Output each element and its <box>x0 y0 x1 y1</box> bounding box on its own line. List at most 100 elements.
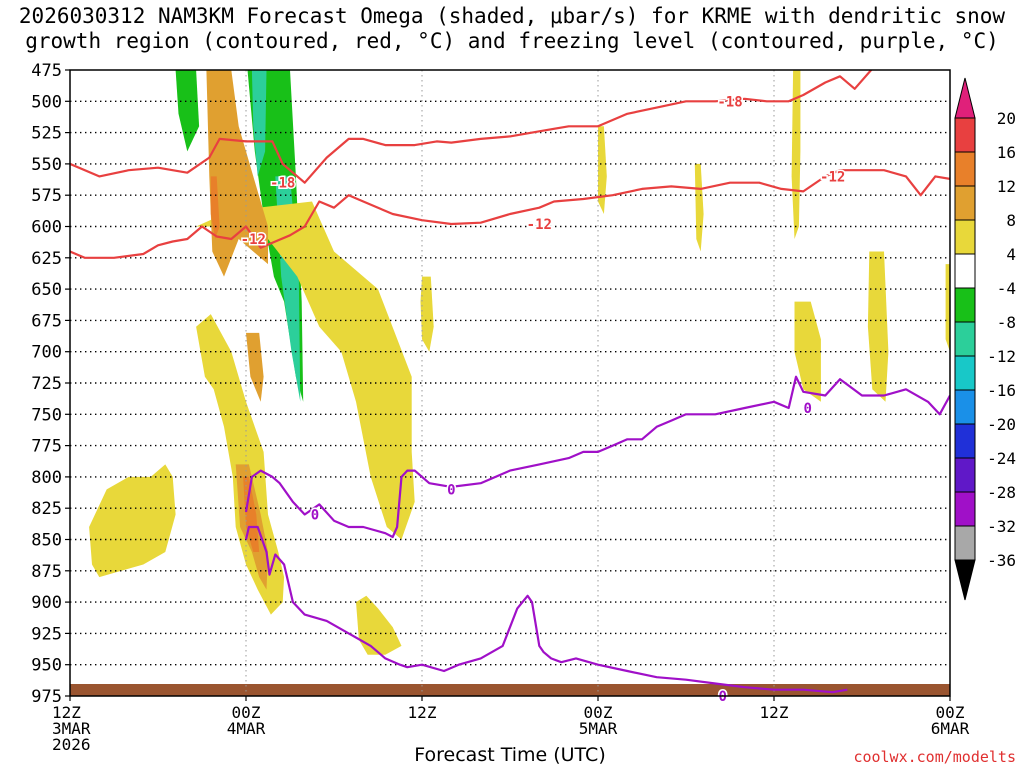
contour-line-2 <box>244 375 950 539</box>
colorbar-bin-9 <box>954 423 976 459</box>
ytick-label-900: 900 <box>31 593 62 613</box>
colorbar-label-8: -16 <box>987 381 1016 400</box>
omega-region-28 <box>791 70 801 239</box>
ytick-label-950: 950 <box>31 656 62 676</box>
xtick-label-0-1: 3MAR <box>52 719 91 738</box>
ytick-label-975: 975 <box>31 687 62 707</box>
ytick-label-475: 475 <box>31 61 62 81</box>
xtick-label-3-0: 00Z <box>584 703 613 722</box>
colorbar-label-0: 20 <box>997 109 1016 128</box>
xtick-label-4-0: 12Z <box>760 703 789 722</box>
xtick-label-1-0: 00Z <box>232 703 261 722</box>
colorbar-top-arrow <box>954 77 976 119</box>
colorbar-label-12: -32 <box>987 517 1016 536</box>
plot-gridlines <box>70 70 950 696</box>
omega-region-30 <box>867 251 889 402</box>
colorbar-label-4: 4 <box>1006 245 1016 264</box>
contour-label-2-3: 0 <box>804 401 812 417</box>
ytick-label-725: 725 <box>31 374 62 394</box>
colorbar-bin-12 <box>954 525 976 561</box>
contour-line-0 <box>70 70 873 184</box>
colorbar-bin-0 <box>954 117 976 153</box>
omega-region-19 <box>246 332 264 402</box>
contour-label-0-0: -18 <box>270 176 295 192</box>
x-axis-label: Forecast Time (UTC) <box>414 744 606 766</box>
ytick-label-600: 600 <box>31 218 62 238</box>
ytick-label-775: 775 <box>31 437 62 457</box>
ytick-label-925: 925 <box>31 624 62 644</box>
omega-region-24 <box>356 595 402 655</box>
omega-region-18 <box>210 176 220 239</box>
xtick-label-2-0: 12Z <box>408 703 437 722</box>
colorbar-bin-11 <box>954 491 976 527</box>
omega-region-8 <box>625 176 637 365</box>
omega-region-14 <box>847 602 950 678</box>
below-ground-band <box>70 684 950 696</box>
xtick-label-3-1: 5MAR <box>579 719 618 738</box>
colorbar-bin-4 <box>954 253 976 289</box>
omega-region-22 <box>243 476 260 552</box>
omega-region-31 <box>945 264 950 352</box>
ytick-label-500: 500 <box>31 92 62 112</box>
chart-title-line-1: 2026030312 NAM3KM Forecast Omega (shaded… <box>18 4 1006 28</box>
ytick-label-650: 650 <box>31 280 62 300</box>
y-axis: 475 500 525 550 575 600 625 650 675 700 725 750 775 8… <box>31 61 70 707</box>
contour-label-1-0: -12 <box>241 232 266 248</box>
xtick-label-5-1: 6MAR <box>931 719 970 738</box>
ytick-label-525: 525 <box>31 124 62 144</box>
omega-region-29 <box>794 301 821 402</box>
colorbar-label-5: -4 <box>997 279 1016 298</box>
contour-label-0-1: -18 <box>717 94 742 110</box>
contour-label-1-1: -12 <box>527 217 552 233</box>
contour-labels: -18 -18 -12 -12 -12 0 0 0 0 <box>239 93 847 707</box>
omega-shading <box>70 70 950 688</box>
omega-region-12 <box>936 439 950 515</box>
contour-lines <box>70 70 950 694</box>
terrain-band <box>70 684 950 696</box>
colorbar-bin-5 <box>954 287 976 323</box>
colorbar-label-3: 8 <box>1006 211 1016 230</box>
omega-region-25 <box>420 276 434 352</box>
ytick-label-625: 625 <box>31 249 62 269</box>
chart-title-line-2: growth region (contoured, red, °C) and f… <box>25 29 999 53</box>
omega-region-7 <box>466 70 481 114</box>
ytick-label-825: 825 <box>31 499 62 519</box>
colorbar-bin-8 <box>954 389 976 425</box>
colorbar-label-1: 16 <box>997 143 1016 162</box>
xtick-label-5-0: 00Z <box>936 703 965 722</box>
contour-line-1 <box>70 169 950 259</box>
xtick-label-0-0: 12Z <box>52 703 81 722</box>
xtick-label-1-1: 4MAR <box>227 719 266 738</box>
ytick-label-550: 550 <box>31 155 62 175</box>
ytick-label-700: 700 <box>31 343 62 363</box>
ytick-label-875: 875 <box>31 562 62 582</box>
colorbar-label-2: 12 <box>997 177 1016 196</box>
omega-region-4 <box>251 70 267 177</box>
omega-region-6 <box>86 339 94 490</box>
omega-region-17 <box>206 70 268 277</box>
colorbar-label-10: -24 <box>987 449 1016 468</box>
xtick-label-0-2: 2026 <box>52 735 91 754</box>
colorbar: 20 16 12 8 4 -4 -8 -12 -16 -20 -24 -28 -32 -36 <box>954 77 1016 601</box>
contour-label-1-2: -12 <box>820 169 845 185</box>
omega-region-11 <box>886 70 950 177</box>
omega-region-1 <box>175 70 200 152</box>
colorbar-bin-3 <box>954 219 976 255</box>
colorbar-label-6: -8 <box>997 313 1016 332</box>
ytick-label-750: 750 <box>31 405 62 425</box>
chart-title: 2026030312 NAM3KM Forecast Omega (shaded… <box>0 4 1024 54</box>
colorbar-bin-2 <box>954 185 976 221</box>
site-credit: coolwx.com/modelts <box>853 748 1016 766</box>
ytick-label-800: 800 <box>31 468 62 488</box>
ytick-label-850: 850 <box>31 531 62 551</box>
omega-region-23 <box>89 464 176 578</box>
colorbar-bin-7 <box>954 355 976 391</box>
ytick-label-675: 675 <box>31 311 62 331</box>
colorbar-bin-1 <box>954 151 976 187</box>
contour-label-2-2: 0 <box>718 689 726 705</box>
contour-line-3 <box>244 525 848 694</box>
omega-region-26 <box>598 126 607 214</box>
colorbar-bin-6 <box>954 321 976 357</box>
